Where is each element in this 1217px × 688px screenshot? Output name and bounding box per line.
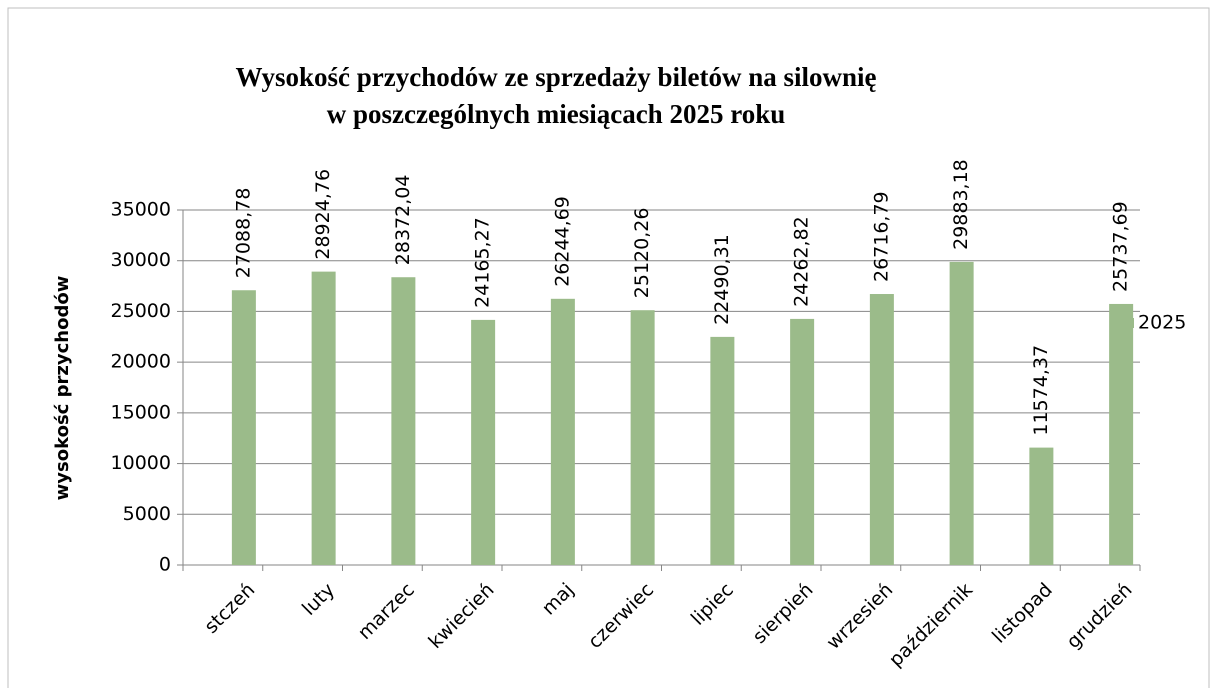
data-label: 24262,82 [791, 216, 813, 307]
data-label: 26716,79 [870, 191, 892, 282]
chart-border [7, 7, 1210, 688]
data-label: 28372,04 [392, 175, 414, 266]
data-label: 25120,26 [631, 208, 653, 299]
legend-label: 2025 [1138, 312, 1186, 334]
data-label: 25737,69 [1110, 201, 1132, 292]
data-label: 11574,37 [1030, 345, 1052, 436]
y-tick-label: 25000 [111, 300, 171, 322]
y-tick-label: 5000 [123, 503, 171, 525]
bar [869, 294, 894, 565]
data-label: 22490,31 [711, 234, 733, 325]
chart-title: Wysokość przychodów ze sprzedaży biletów… [236, 62, 877, 92]
data-label: 28924,76 [312, 169, 334, 260]
y-tick-label: 15000 [111, 401, 171, 423]
bar [710, 336, 735, 565]
bar [471, 319, 496, 565]
data-label: 24165,27 [472, 217, 494, 308]
data-label: 26244,69 [551, 196, 573, 287]
bar [231, 290, 256, 565]
bar [1029, 447, 1054, 565]
y-tick-label: 30000 [111, 249, 171, 271]
y-tick-label: 0 [159, 554, 171, 576]
bar [1109, 303, 1134, 565]
bar [550, 298, 575, 565]
bar [391, 277, 416, 565]
data-label: 27088,78 [232, 188, 254, 279]
bar [311, 271, 336, 565]
y-tick-label: 20000 [111, 351, 171, 373]
legend-swatch [1124, 318, 1134, 328]
data-label: 29883,18 [950, 159, 972, 250]
y-tick-label: 10000 [111, 452, 171, 474]
y-axis-label: wysokość przychodów [52, 276, 73, 501]
y-tick-label: 35000 [111, 199, 171, 221]
bar [630, 310, 655, 565]
bar [790, 318, 815, 565]
chart-title: w poszczególnych miesiącach 2025 roku [327, 99, 785, 129]
bar [949, 261, 974, 565]
